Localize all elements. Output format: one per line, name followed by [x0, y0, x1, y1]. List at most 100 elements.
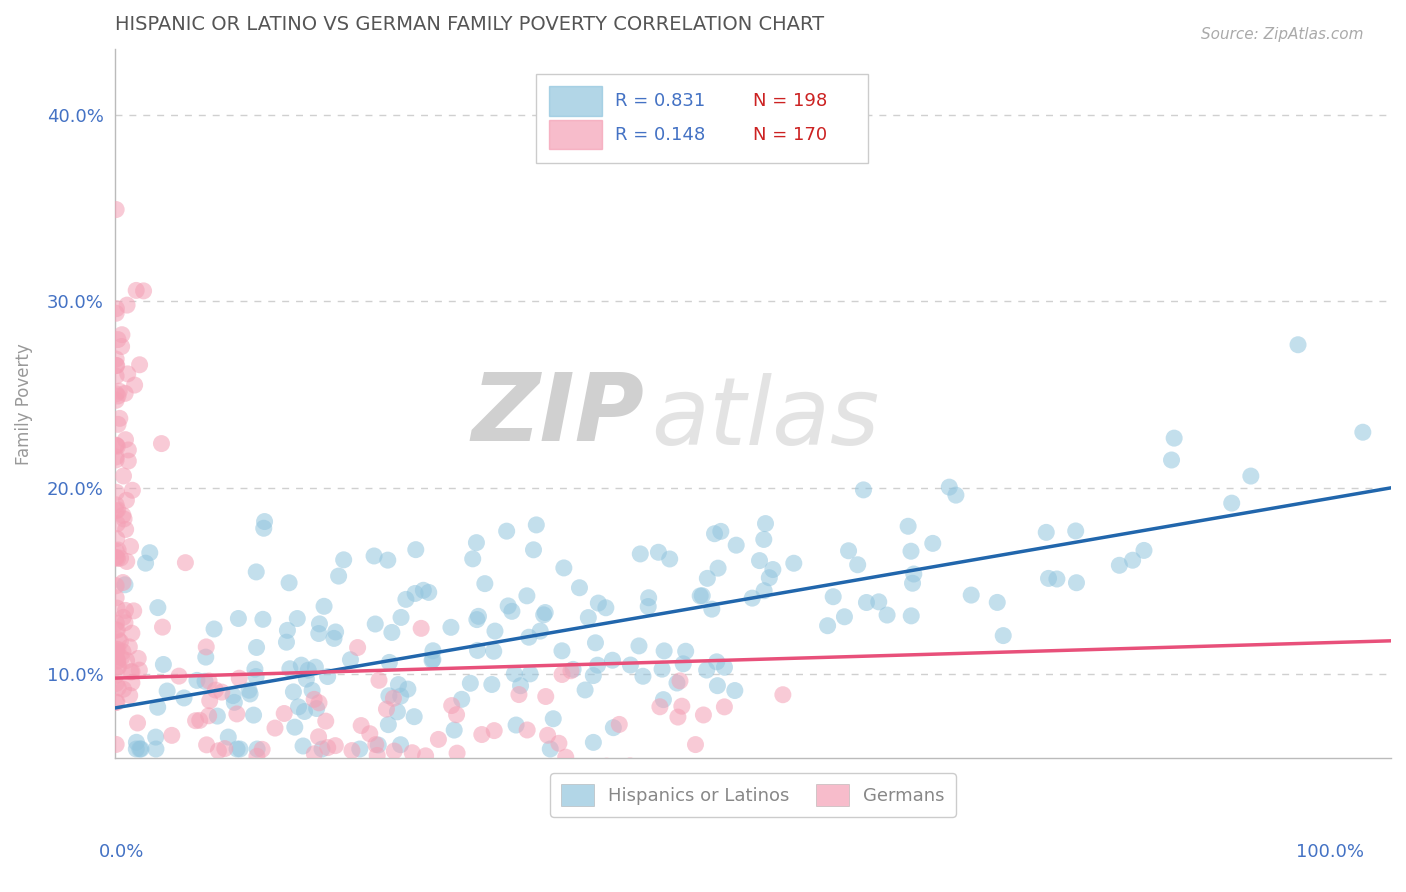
Point: [631, 669, 654, 683]
Point: [754, 516, 776, 531]
Point: [121, 483, 143, 498]
Point: [114, 578, 136, 592]
Point: [440, 698, 463, 713]
Text: 0.0%: 0.0%: [98, 843, 143, 861]
Point: [690, 589, 713, 603]
Point: [105, 306, 128, 320]
Point: [152, 620, 174, 634]
Point: [115, 653, 138, 667]
Point: [115, 554, 138, 568]
Point: [752, 583, 775, 598]
Point: [368, 673, 391, 688]
Point: [107, 417, 129, 432]
Point: [294, 705, 316, 719]
FancyBboxPatch shape: [536, 74, 868, 163]
Point: [586, 658, 609, 673]
Point: [228, 611, 250, 625]
Point: [432, 762, 454, 776]
Point: [1286, 337, 1309, 351]
Point: [522, 542, 544, 557]
Point: [350, 718, 373, 732]
Point: [748, 553, 770, 567]
Point: [900, 608, 922, 623]
Point: [672, 657, 695, 671]
Point: [666, 710, 689, 724]
Point: [619, 759, 641, 773]
Point: [364, 617, 387, 632]
Point: [128, 663, 150, 677]
Point: [585, 636, 607, 650]
Point: [105, 386, 128, 401]
Point: [375, 702, 398, 716]
Point: [692, 708, 714, 723]
Point: [389, 689, 412, 703]
Point: [852, 483, 875, 497]
Point: [713, 660, 735, 674]
Point: [366, 748, 388, 763]
Point: [1064, 524, 1087, 538]
Point: [516, 723, 538, 737]
Point: [114, 603, 136, 617]
Point: [114, 523, 136, 537]
Point: [900, 544, 922, 558]
Point: [363, 549, 385, 563]
Point: [105, 601, 128, 615]
Point: [146, 700, 169, 714]
Point: [411, 621, 433, 635]
Point: [107, 551, 129, 566]
Point: [710, 524, 733, 539]
Point: [146, 600, 169, 615]
Point: [482, 644, 505, 658]
Point: [461, 551, 484, 566]
Point: [378, 689, 401, 703]
Point: [551, 644, 574, 658]
Point: [225, 706, 247, 721]
Point: [167, 669, 190, 683]
Point: [387, 705, 409, 719]
Point: [117, 454, 139, 468]
Point: [121, 626, 143, 640]
Point: [583, 768, 606, 782]
Point: [652, 692, 675, 706]
Point: [139, 546, 162, 560]
Point: [114, 433, 136, 447]
Point: [405, 542, 427, 557]
Point: [252, 612, 274, 626]
Point: [105, 301, 128, 316]
Point: [105, 616, 128, 631]
Point: [105, 359, 128, 373]
Point: [129, 742, 152, 756]
Point: [105, 393, 128, 408]
Point: [105, 438, 128, 452]
Point: [107, 642, 129, 657]
Text: atlas: atlas: [651, 373, 879, 464]
Point: [1163, 431, 1185, 445]
Point: [396, 682, 419, 697]
Point: [111, 327, 134, 342]
FancyBboxPatch shape: [548, 87, 602, 116]
Point: [105, 642, 128, 657]
Point: [114, 386, 136, 401]
Point: [295, 672, 318, 686]
Point: [112, 610, 135, 624]
Point: [112, 512, 135, 526]
Point: [105, 676, 128, 690]
Point: [105, 591, 128, 605]
Point: [529, 624, 551, 639]
Point: [127, 651, 149, 665]
Point: [107, 389, 129, 403]
Text: R = 0.148: R = 0.148: [614, 126, 706, 144]
Point: [367, 738, 389, 752]
Point: [242, 708, 264, 723]
Point: [404, 586, 426, 600]
Point: [127, 715, 149, 730]
Point: [359, 727, 381, 741]
Point: [505, 718, 527, 732]
Point: [105, 439, 128, 453]
Point: [986, 595, 1008, 609]
Point: [576, 610, 599, 624]
Point: [278, 575, 301, 590]
Point: [217, 730, 239, 744]
Point: [105, 352, 128, 367]
Point: [107, 502, 129, 516]
